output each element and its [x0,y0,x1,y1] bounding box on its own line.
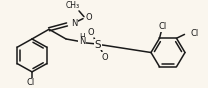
Text: Cl: Cl [27,78,35,87]
Text: O: O [102,53,108,62]
Text: O: O [86,13,93,22]
Text: H: H [79,33,85,42]
Text: Cl: Cl [158,22,167,31]
Text: Cl: Cl [191,29,199,38]
Text: N: N [79,37,85,46]
Text: CH₃: CH₃ [66,1,80,10]
Text: S: S [95,40,101,50]
Text: O: O [88,28,94,37]
Text: N: N [71,19,77,28]
